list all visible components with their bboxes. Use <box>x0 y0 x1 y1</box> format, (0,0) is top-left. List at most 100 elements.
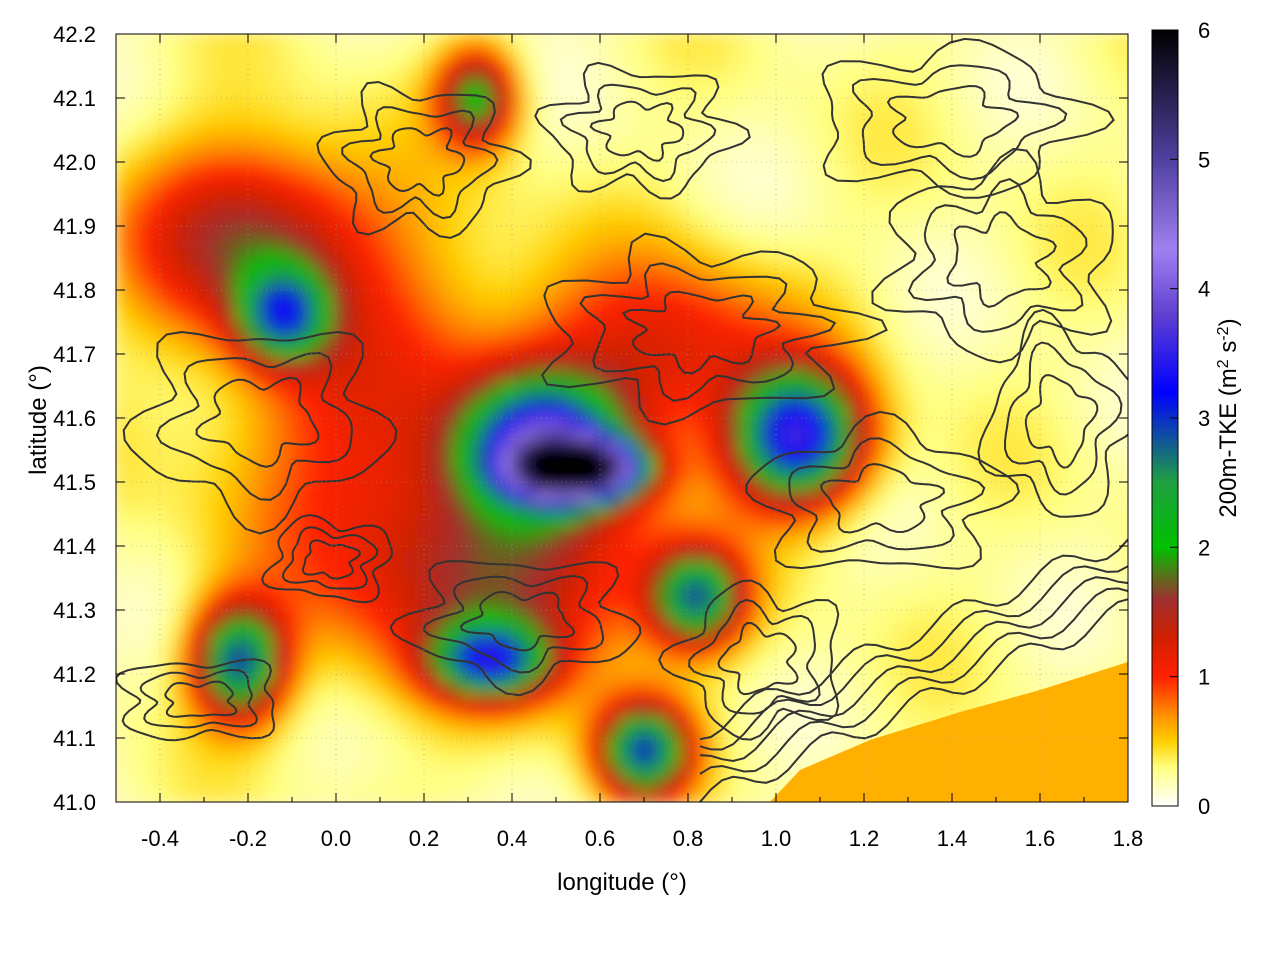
heat-cell <box>788 478 801 491</box>
heat-cell <box>500 94 513 107</box>
heat-cell <box>1052 598 1065 611</box>
heat-cell <box>500 574 513 587</box>
heat-cell <box>824 430 837 443</box>
heat-cell <box>140 46 153 59</box>
heat-cell <box>1100 262 1113 275</box>
heat-cell <box>872 658 885 671</box>
heat-cell <box>860 286 873 299</box>
heat-cell <box>1088 82 1101 95</box>
heat-cell <box>392 538 405 551</box>
heat-cell <box>644 334 657 347</box>
heat-cell <box>884 670 897 683</box>
heat-cell <box>644 346 657 359</box>
heat-cell <box>296 94 309 107</box>
heat-cell <box>176 694 189 707</box>
heat-cell <box>776 262 789 275</box>
heat-cell <box>1124 490 1128 503</box>
heat-cell <box>164 322 177 335</box>
heat-cell <box>1088 310 1101 323</box>
heat-cell <box>644 526 657 539</box>
heat-cell <box>224 34 237 47</box>
heat-cell <box>380 706 393 719</box>
heat-cell <box>1028 610 1041 623</box>
heat-cell <box>608 730 621 743</box>
heat-cell <box>500 214 513 227</box>
heat-cell <box>1112 286 1125 299</box>
heat-cell <box>1076 574 1089 587</box>
heat-cell <box>632 670 645 683</box>
heat-cell <box>1112 346 1125 359</box>
heat-cell <box>308 730 321 743</box>
heat-cell <box>812 178 825 191</box>
heat-cell <box>932 262 945 275</box>
heat-cell <box>716 58 729 71</box>
heat-cell <box>224 58 237 71</box>
heat-cell <box>464 682 477 695</box>
heat-cell <box>188 58 201 71</box>
heat-cell <box>188 190 201 203</box>
heat-cell <box>320 322 333 335</box>
heat-cell <box>296 34 309 47</box>
heat-cell <box>512 34 525 47</box>
heat-cell <box>956 538 969 551</box>
heat-cell <box>464 442 477 455</box>
heat-cell <box>560 718 573 731</box>
heat-cell <box>1052 382 1065 395</box>
heat-cell <box>572 46 585 59</box>
heat-cell <box>368 610 381 623</box>
heat-cell <box>344 718 357 731</box>
heat-cell <box>368 430 381 443</box>
heat-cell <box>644 382 657 395</box>
heat-cell <box>668 46 681 59</box>
heat-cell <box>164 94 177 107</box>
heat-cell <box>152 142 165 155</box>
heat-cell <box>968 334 981 347</box>
heat-cell <box>1004 130 1017 143</box>
heat-cell <box>980 202 993 215</box>
heat-cell <box>572 58 585 71</box>
heat-cell <box>848 682 861 695</box>
heat-cell <box>116 226 129 239</box>
heat-cell <box>164 298 177 311</box>
heat-cell <box>1088 34 1101 47</box>
heat-cell <box>416 82 429 95</box>
heat-cell <box>380 598 393 611</box>
heat-cell <box>440 526 453 539</box>
heat-cell <box>560 310 573 323</box>
heat-cell <box>380 586 393 599</box>
heat-cell <box>464 58 477 71</box>
heat-cell <box>968 622 981 635</box>
heat-cell <box>644 454 657 467</box>
heat-cell <box>128 514 141 527</box>
heat-cell <box>524 190 537 203</box>
heat-cell <box>848 82 861 95</box>
heat-cell <box>176 34 189 47</box>
heat-cell <box>728 46 741 59</box>
heat-cell <box>392 502 405 515</box>
heat-cell <box>680 490 693 503</box>
heat-cell <box>320 298 333 311</box>
heat-cell <box>356 586 369 599</box>
heat-cell <box>248 274 261 287</box>
heat-cell <box>932 622 945 635</box>
heat-cell <box>464 238 477 251</box>
heat-cell <box>380 106 393 119</box>
heat-cell <box>536 46 549 59</box>
heat-cell <box>728 430 741 443</box>
heat-cell <box>524 490 537 503</box>
heat-cell <box>512 58 525 71</box>
heat-cell <box>224 298 237 311</box>
heat-cell <box>1076 310 1089 323</box>
heat-cell <box>140 526 153 539</box>
heat-cell <box>1124 226 1128 239</box>
heat-cell <box>284 274 297 287</box>
heat-cell <box>1124 622 1128 635</box>
heat-cell <box>812 538 825 551</box>
heat-cell <box>812 58 825 71</box>
heat-cell <box>1028 670 1041 683</box>
heat-cell <box>656 394 669 407</box>
heat-cell <box>752 118 765 131</box>
heat-cell <box>188 694 201 707</box>
heat-cell <box>1124 562 1128 575</box>
heat-cell <box>1100 274 1113 287</box>
